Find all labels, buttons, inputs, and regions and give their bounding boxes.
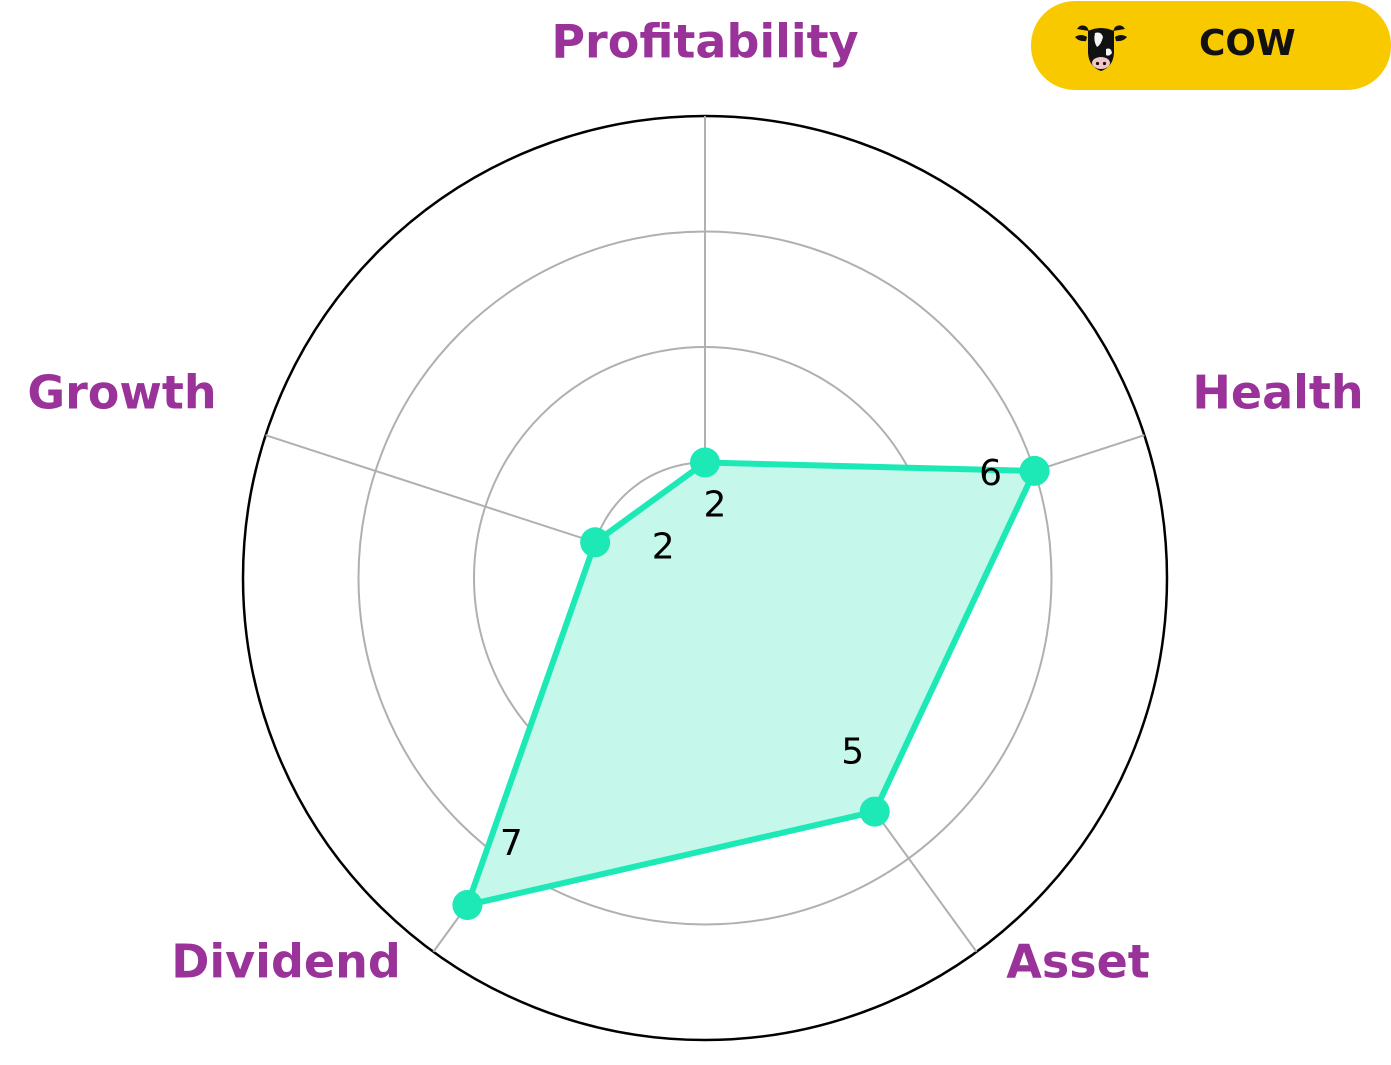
data-point-health xyxy=(1019,455,1050,486)
cow-head-icon xyxy=(1075,25,1127,71)
ticker-badge: COW xyxy=(1031,1,1391,90)
axis-labels: Profitability Health Asset Dividend Growth xyxy=(27,15,1363,989)
data-point-dividend xyxy=(452,890,483,921)
series-polygon xyxy=(464,459,1038,909)
value-label-growth: 2 xyxy=(652,526,675,567)
data-point-profitability xyxy=(690,447,720,478)
axis-label-health: Health xyxy=(1192,366,1363,420)
value-label-health: 6 xyxy=(979,453,1002,494)
ticker-symbol: COW xyxy=(1199,23,1296,64)
axis-label-dividend: Dividend xyxy=(171,935,401,989)
data-point-growth xyxy=(580,527,611,558)
series-score xyxy=(464,459,1038,909)
value-labels: 2 6 5 7 2 xyxy=(500,453,1002,864)
value-label-asset: 5 xyxy=(841,732,864,773)
data-points xyxy=(452,447,1050,921)
value-label-dividend: 7 xyxy=(500,823,523,864)
axis-label-asset: Asset xyxy=(1006,935,1150,989)
axis-label-growth: Growth xyxy=(27,366,216,420)
axis-label-profitability: Profitability xyxy=(551,15,858,69)
data-point-asset xyxy=(859,796,890,827)
value-label-profitability: 2 xyxy=(704,485,727,526)
